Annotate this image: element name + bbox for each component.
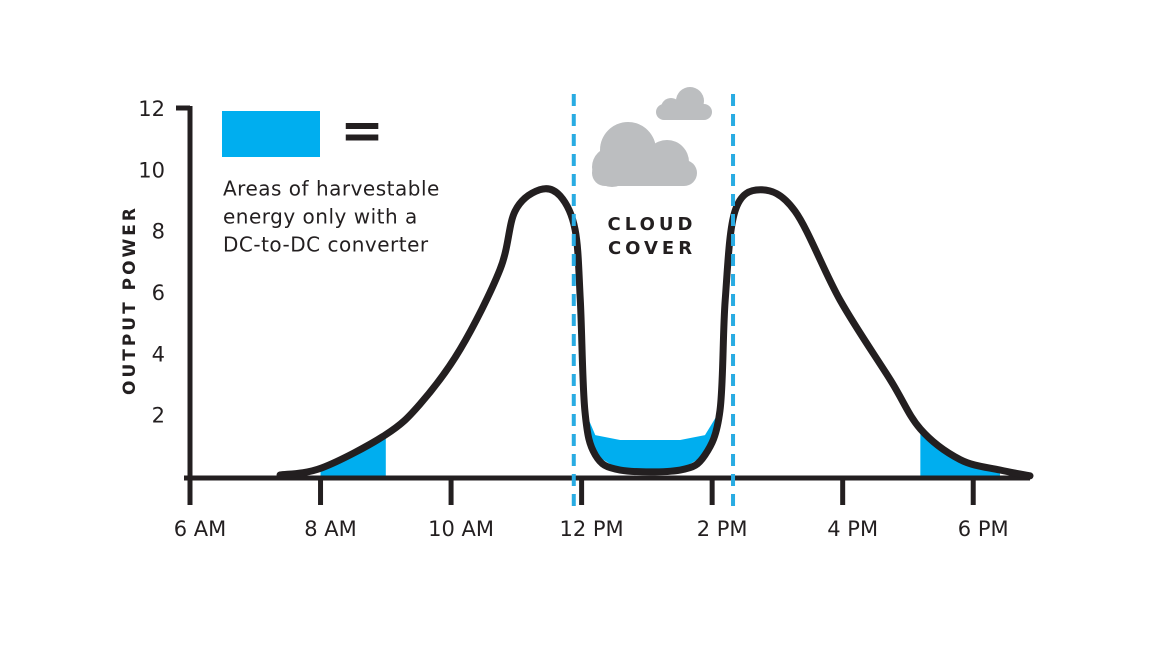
x-tick-label: 6 PM <box>958 517 1009 541</box>
y-tick-label: 10 <box>138 158 165 182</box>
legend-swatch <box>222 111 320 157</box>
cloud-label: COVER <box>608 238 696 259</box>
cloud-label: CLOUD <box>608 214 697 235</box>
legend-text: energy only with a <box>223 205 418 229</box>
x-tick-label: 6 AM <box>174 517 227 541</box>
x-tick-label: 12 PM <box>560 517 624 541</box>
x-tick-label: 4 PM <box>827 517 878 541</box>
legend-text: Areas of harvestable <box>223 177 440 201</box>
x-tick-label: 8 AM <box>304 517 357 541</box>
x-tick-label: 10 AM <box>428 517 494 541</box>
y-axis-label: OUTPUT POWER <box>120 205 140 395</box>
x-tick-label: 2 PM <box>697 517 748 541</box>
legend-text: DC-to-DC converter <box>223 233 429 257</box>
y-tick-label: 8 <box>152 220 165 244</box>
clouds <box>592 87 712 187</box>
y-tick-label: 6 <box>152 281 165 305</box>
shaded-area <box>584 410 720 471</box>
y-tick-label: 4 <box>152 342 165 366</box>
power-curve <box>276 185 1034 480</box>
y-tick-label: 2 <box>152 404 165 428</box>
legend-symbol: = <box>340 101 384 161</box>
shaded-area <box>920 428 1000 478</box>
y-tick-label: 12 <box>138 97 165 121</box>
